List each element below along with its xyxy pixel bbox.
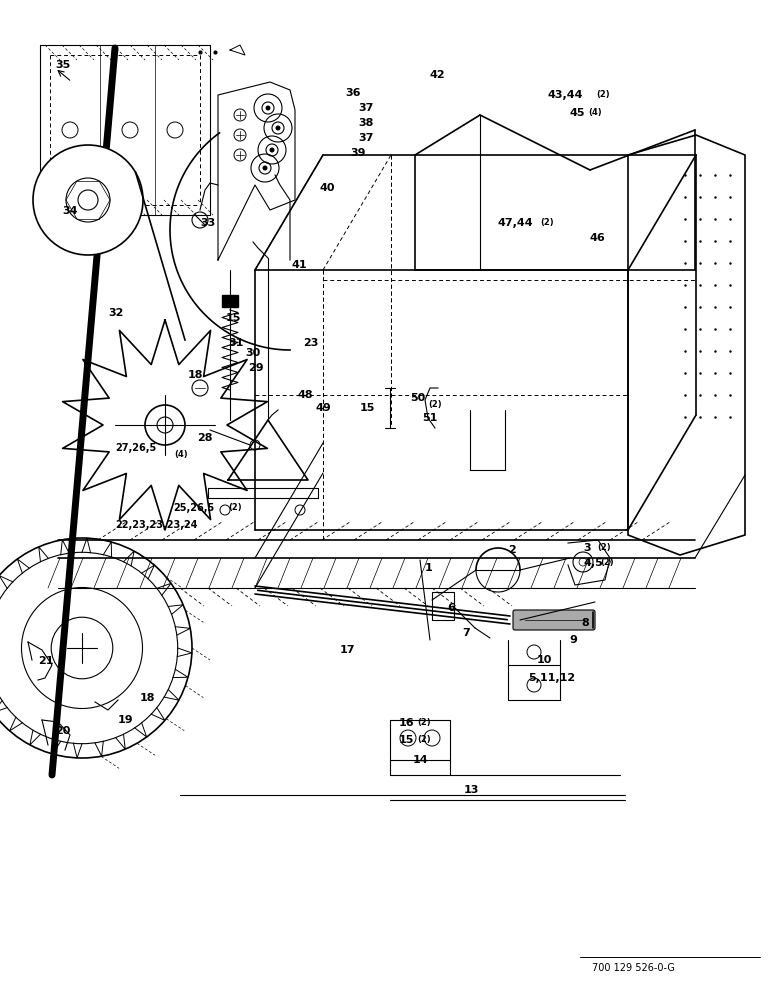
Text: 37: 37 (358, 133, 374, 143)
Text: (4): (4) (174, 450, 188, 459)
Text: 29: 29 (248, 363, 263, 373)
Text: 5,11,12: 5,11,12 (528, 673, 575, 683)
Text: 4,5: 4,5 (583, 558, 603, 568)
Text: 42: 42 (430, 70, 445, 80)
Text: 15: 15 (399, 735, 415, 745)
Text: 38: 38 (358, 118, 374, 128)
Text: 48: 48 (298, 390, 313, 400)
Text: 25,26,5: 25,26,5 (173, 503, 215, 513)
Text: 13: 13 (464, 785, 479, 795)
Text: 21: 21 (38, 656, 53, 666)
Circle shape (269, 147, 275, 152)
Text: 18: 18 (188, 370, 204, 380)
Text: 19: 19 (118, 715, 134, 725)
Text: 40: 40 (320, 183, 336, 193)
Text: (4): (4) (588, 108, 601, 117)
Text: 20: 20 (55, 726, 70, 736)
Text: 27,26,5: 27,26,5 (115, 443, 156, 453)
Text: 39: 39 (350, 148, 365, 158)
Text: 33: 33 (200, 218, 215, 228)
Text: 51: 51 (422, 413, 438, 423)
Text: 35: 35 (55, 60, 70, 70)
Text: 47,44: 47,44 (497, 218, 533, 228)
Text: 41: 41 (291, 260, 306, 270)
Text: 15: 15 (226, 313, 242, 323)
Text: 14: 14 (413, 755, 428, 765)
FancyBboxPatch shape (513, 610, 595, 630)
Text: 22,23,23,23,24: 22,23,23,23,24 (115, 520, 198, 530)
Text: 23: 23 (303, 338, 318, 348)
Circle shape (33, 145, 143, 255)
Polygon shape (628, 135, 745, 555)
Text: 36: 36 (345, 88, 361, 98)
Bar (222, 295, 238, 307)
Text: 16: 16 (399, 718, 415, 728)
Circle shape (262, 165, 268, 170)
Text: 8: 8 (581, 618, 589, 628)
Text: (2): (2) (600, 558, 614, 567)
Circle shape (276, 125, 280, 130)
Text: 15: 15 (360, 403, 375, 413)
Text: 30: 30 (245, 348, 260, 358)
Text: 7: 7 (462, 628, 469, 638)
Text: 31: 31 (228, 338, 243, 348)
Text: 43,44: 43,44 (548, 90, 584, 100)
Text: 2: 2 (508, 545, 516, 555)
Text: 49: 49 (316, 403, 332, 413)
Text: (2): (2) (597, 543, 611, 552)
Text: 700 129 526-0-G: 700 129 526-0-G (592, 963, 675, 973)
Bar (432, 592, 454, 620)
Text: (2): (2) (540, 218, 554, 227)
Text: (2): (2) (428, 400, 442, 409)
Text: 34: 34 (62, 206, 77, 216)
Text: 18: 18 (140, 693, 155, 703)
Text: 9: 9 (569, 635, 577, 645)
Text: 3: 3 (583, 543, 591, 553)
Text: 1: 1 (425, 563, 433, 573)
Text: (2): (2) (417, 735, 431, 744)
Text: 6: 6 (447, 603, 455, 613)
Text: (2): (2) (417, 718, 431, 727)
Text: (2): (2) (596, 90, 610, 99)
Text: 17: 17 (340, 645, 355, 655)
Text: 10: 10 (537, 655, 553, 665)
Text: 37: 37 (358, 103, 374, 113)
Text: 45: 45 (570, 108, 585, 118)
Text: 50: 50 (410, 393, 425, 403)
Circle shape (266, 105, 270, 110)
Text: 32: 32 (108, 308, 124, 318)
Text: 46: 46 (590, 233, 606, 243)
Text: 28: 28 (197, 433, 212, 443)
Text: (2): (2) (228, 503, 242, 512)
